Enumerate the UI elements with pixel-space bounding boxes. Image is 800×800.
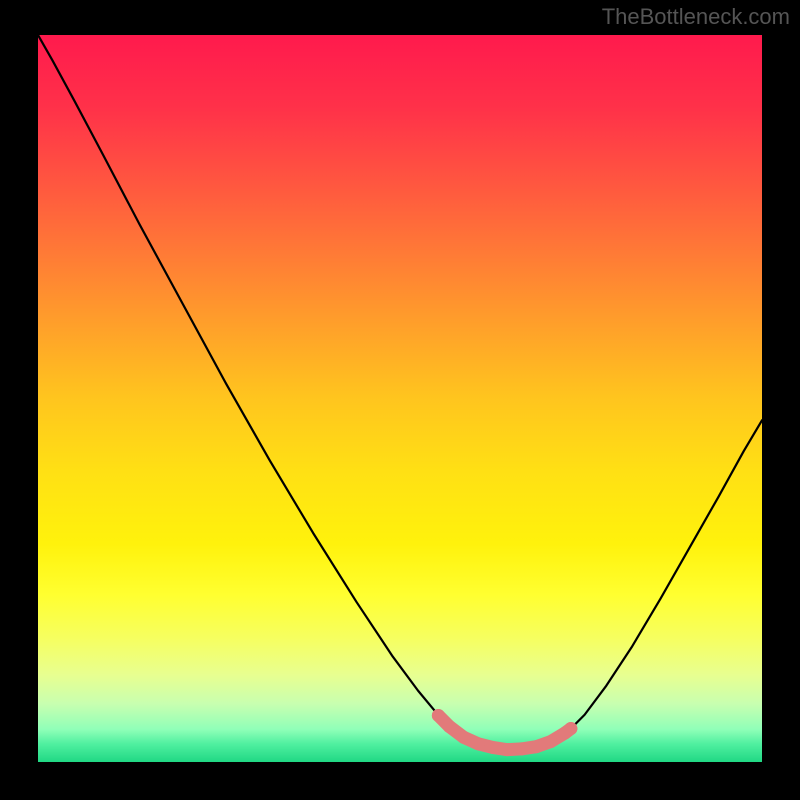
gradient-background (38, 35, 762, 762)
plot-area (38, 35, 762, 762)
optimal-marker (564, 722, 577, 735)
optimal-marker (457, 731, 470, 744)
optimal-marker (432, 709, 445, 722)
chart-frame: TheBottleneck.com (0, 0, 800, 800)
optimal-marker (544, 735, 557, 748)
optimal-marker (472, 737, 485, 750)
watermark-text: TheBottleneck.com (602, 4, 790, 30)
optimal-marker (486, 741, 499, 754)
optimal-marker (530, 740, 543, 753)
bottleneck-curve-chart (38, 35, 762, 762)
optimal-marker (443, 720, 456, 733)
optimal-marker (515, 742, 528, 755)
optimal-marker (501, 743, 514, 756)
